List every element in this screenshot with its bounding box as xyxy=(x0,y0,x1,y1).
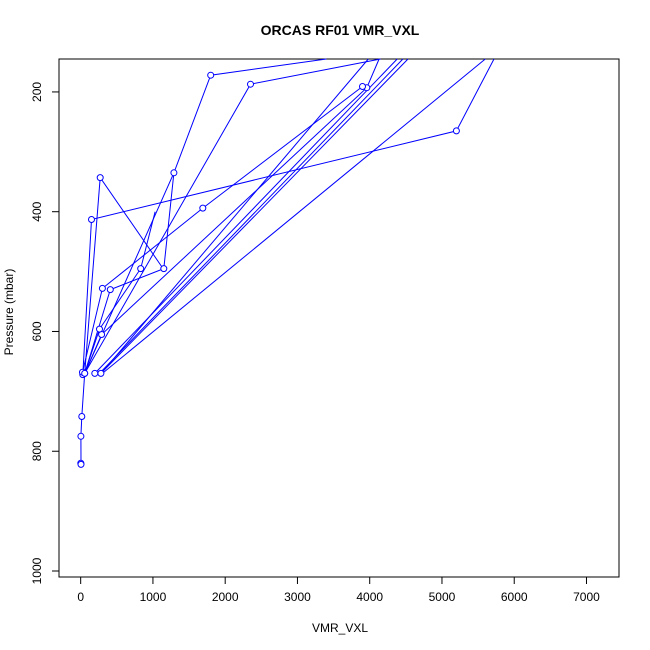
data-point xyxy=(77,460,85,468)
series-line-segment xyxy=(102,58,486,374)
y-tick-label: 1000 xyxy=(30,557,44,584)
series-line-segment xyxy=(94,58,398,374)
data-point xyxy=(247,80,254,88)
data-point xyxy=(98,284,106,292)
y-axis: 200 400 600 800 1000 xyxy=(30,82,60,584)
x-tick-label: 3000 xyxy=(284,590,311,604)
y-axis-label: Pressure (mbar) xyxy=(2,269,16,356)
data-point xyxy=(96,174,104,182)
data-point xyxy=(207,71,215,79)
data-point xyxy=(91,369,99,377)
data-point xyxy=(78,413,86,420)
series-line-segment xyxy=(82,58,495,375)
series-line-segment xyxy=(82,86,363,373)
data-point xyxy=(88,216,95,223)
series-line-segment xyxy=(99,58,369,375)
x-tick-label: 1000 xyxy=(140,590,167,604)
series-line-segment xyxy=(100,58,409,374)
data-point xyxy=(137,265,145,273)
series-points xyxy=(77,71,460,468)
x-tick-label: 0 xyxy=(77,590,84,604)
x-tick-label: 5000 xyxy=(429,590,456,604)
y-tick-label: 600 xyxy=(30,321,44,341)
x-tick-label: 7000 xyxy=(573,590,600,604)
data-point xyxy=(106,286,114,294)
data-point xyxy=(97,369,105,377)
series-line-segment xyxy=(99,58,404,374)
data-point xyxy=(452,127,460,135)
x-tick-label: 6000 xyxy=(501,590,528,604)
data-point xyxy=(160,265,168,273)
chart-title: ORCAS RF01 VMR_VXL xyxy=(261,22,420,38)
data-point xyxy=(359,83,366,90)
x-axis-label: VMR_VXL xyxy=(312,621,368,635)
data-point xyxy=(96,325,103,333)
data-point xyxy=(170,169,178,177)
data-point xyxy=(77,432,85,440)
series-lines xyxy=(80,58,495,465)
series-line-segment xyxy=(84,176,164,374)
data-point xyxy=(81,369,89,377)
y-tick-label: 800 xyxy=(30,441,44,461)
x-tick-label: 4000 xyxy=(356,590,383,604)
x-axis: 0 1000 2000 3000 4000 5000 6000 7000 xyxy=(77,576,600,604)
y-tick-label: 200 xyxy=(30,82,44,102)
series-line-segment xyxy=(84,58,380,374)
series-line-segment xyxy=(84,211,156,374)
x-tick-label: 2000 xyxy=(212,590,239,604)
data-point xyxy=(199,204,207,212)
series-line-segment xyxy=(84,58,327,374)
y-tick-label: 400 xyxy=(30,201,44,221)
plot-area-border xyxy=(58,58,620,578)
